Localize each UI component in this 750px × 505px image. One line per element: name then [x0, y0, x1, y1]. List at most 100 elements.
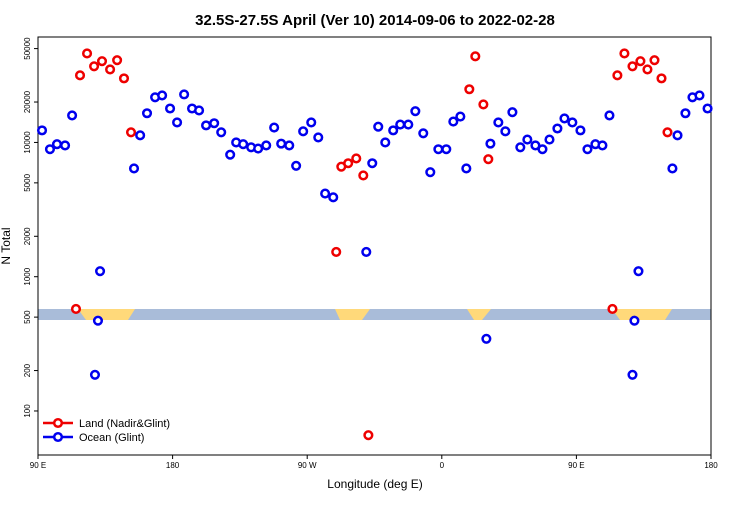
point [388, 125, 399, 136]
y-tick-label: 20000 [23, 90, 32, 113]
point [172, 117, 183, 128]
point [662, 127, 673, 138]
point [92, 315, 104, 326]
point [464, 84, 475, 95]
point [201, 120, 212, 131]
point [612, 70, 623, 81]
legend-marker [52, 431, 64, 443]
point [157, 90, 168, 101]
legend-label: Land (Nadir&Glint) [79, 418, 170, 430]
y-tick-label: 5000 [23, 173, 32, 191]
point [559, 113, 570, 124]
legend-label: Ocean (Glint) [79, 432, 144, 444]
y-tick-label: 1000 [23, 267, 32, 285]
point [567, 117, 578, 128]
point [552, 123, 563, 134]
point [629, 315, 640, 326]
point [105, 64, 116, 75]
point [373, 121, 384, 132]
y-tick-label: 10000 [23, 131, 32, 154]
point [461, 163, 472, 174]
point [478, 99, 489, 110]
point [269, 122, 280, 133]
point [298, 126, 309, 137]
point [238, 139, 249, 150]
point [507, 107, 518, 118]
point [433, 144, 444, 155]
point [500, 126, 511, 137]
point [179, 89, 190, 100]
point [36, 125, 48, 136]
point [74, 70, 86, 81]
point [306, 117, 317, 128]
point [96, 56, 108, 67]
point [410, 106, 421, 117]
point [607, 303, 618, 315]
x-tick-label: 0 [440, 461, 445, 470]
point [483, 154, 494, 165]
point [112, 55, 123, 66]
chart-title: 32.5S-27.5S April (Ver 10) 2014-09-06 to… [195, 12, 555, 29]
point [118, 73, 130, 84]
point [582, 144, 593, 155]
point [253, 143, 264, 154]
y-tick-label: 2000 [23, 227, 32, 245]
y-tick-label: 50000 [23, 37, 32, 60]
point [60, 140, 71, 151]
point [284, 140, 295, 151]
point [672, 130, 683, 141]
point [358, 170, 369, 181]
point [343, 158, 354, 169]
x-tick-label: 90 E [30, 461, 46, 470]
point [395, 119, 406, 130]
y-axis-label: N Total [0, 227, 13, 264]
point [89, 369, 101, 380]
point [544, 134, 555, 145]
point [635, 56, 646, 67]
point [537, 144, 548, 155]
point [604, 110, 615, 121]
point [320, 188, 331, 199]
point [627, 369, 638, 380]
point [418, 128, 429, 139]
point [95, 266, 106, 277]
point [667, 163, 678, 174]
point [619, 48, 630, 59]
y-tick-label: 200 [23, 363, 32, 377]
point [441, 144, 452, 155]
plot-frame [37, 36, 712, 456]
point [642, 64, 653, 75]
point [194, 105, 205, 116]
point [125, 127, 137, 138]
point [694, 90, 705, 101]
x-axis-label: Longitude (deg E) [327, 477, 422, 491]
point [522, 134, 533, 145]
point [470, 51, 481, 62]
y-tick-label: 100 [23, 404, 32, 418]
point [702, 103, 713, 114]
legend: Land (Nadir&Glint) Ocean (Glint) [43, 417, 170, 444]
point [70, 303, 82, 315]
point [633, 266, 644, 277]
point [82, 48, 93, 59]
point [165, 103, 176, 114]
point [331, 246, 342, 257]
legend-marker [52, 417, 64, 429]
point [367, 158, 378, 169]
point [597, 140, 608, 151]
point [448, 116, 459, 127]
point [493, 117, 504, 128]
point [627, 61, 638, 72]
x-tick-label: 90 E [568, 461, 584, 470]
point [313, 132, 324, 143]
point [261, 140, 272, 151]
point [680, 108, 691, 119]
point [209, 118, 220, 129]
point [216, 127, 227, 138]
x-tick-label: 180 [166, 461, 180, 470]
point [141, 108, 153, 119]
surface-strip [38, 309, 711, 320]
point [361, 246, 372, 257]
point [276, 138, 287, 149]
point [656, 73, 667, 84]
